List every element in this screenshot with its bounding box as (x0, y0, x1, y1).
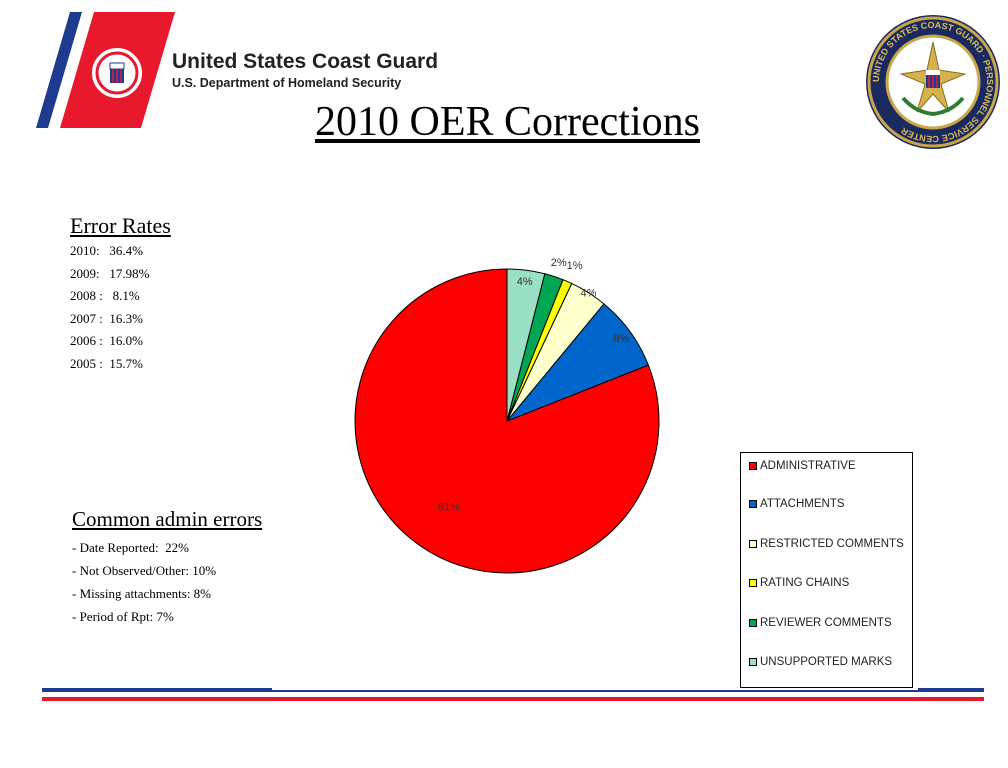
legend-swatch (749, 462, 757, 470)
chart-legend: ADMINISTRATIVE ATTACHMENTS RESTRICTED COMM… (740, 452, 913, 688)
list-item: - Period of Rpt: 7% (72, 609, 174, 624)
list-item: 2007 : 16.3% (70, 310, 143, 326)
legend-label: ADMINISTRATIVE (760, 460, 856, 472)
pie-data-label: 8% (613, 333, 629, 345)
pie-data-label: 1% (567, 260, 583, 272)
legend-item-unsupported-marks: UNSUPPORTED MARKS (749, 655, 909, 669)
pie-slice-reviewer-comments (506, 273, 564, 422)
page-title: 2010 OER Corrections (315, 99, 700, 145)
legend-label: ATTACHMENTS (760, 498, 845, 510)
error-rates-list: 2010: 36.4% 2009: 17.98% 2008 : 8.1% 200… (70, 243, 149, 378)
list-item: 2006 : 16.0% (70, 333, 143, 348)
department-name: U.S. Department of Homeland Security (172, 76, 402, 90)
org-name: United States Coast Guard (172, 50, 439, 73)
bottom-rule-blue-left (42, 688, 272, 692)
legend-swatch (749, 619, 757, 627)
list-item: 2010: 36.4% (70, 243, 143, 258)
legend-swatch (749, 658, 757, 666)
legend-swatch (749, 540, 757, 548)
legend-item-rating-chains: RATING CHAINS (749, 576, 909, 590)
legend-label: RESTRICTED COMMENTS (760, 538, 904, 550)
pie-data-label: 2% (551, 257, 567, 269)
pie-slice-rating-chains (506, 279, 573, 422)
bottom-rule-blue-thin (272, 690, 918, 692)
list-item: - Date Reported: 22% (72, 540, 189, 555)
legend-label: REVIEWER COMMENTS (760, 617, 892, 629)
legend-item-attachments: ATTACHMENTS (749, 497, 909, 511)
pie-slice-restricted-comments (506, 282, 605, 422)
legend-label: UNSUPPORTED MARKS (760, 656, 893, 668)
bottom-rule-red (42, 697, 984, 701)
coast-guard-emblem-icon (92, 48, 142, 98)
legend-swatch (749, 500, 757, 508)
admin-errors-list: - Date Reported: 22% - Not Observed/Othe… (72, 540, 216, 632)
pie-slice-administrative (354, 268, 660, 574)
list-item: - Missing attachments: 8% (72, 586, 212, 601)
legend-label: RATING CHAINS (760, 577, 850, 589)
list-item: 2008 : 8.1% (70, 288, 140, 303)
legend-swatch (749, 579, 757, 587)
pie-data-label: 4% (580, 288, 596, 300)
legend-item-administrative: ADMINISTRATIVE (749, 459, 909, 473)
pie-data-label: 4% (517, 276, 533, 288)
legend-item-restricted-comments: RESTRICTED COMMENTS (749, 537, 909, 551)
list-item: 2005 : 15.7% (70, 355, 143, 371)
pie-slice-unsupported-marks (506, 268, 546, 422)
pie-data-label: 81% (438, 501, 460, 513)
bottom-rule-blue-right (918, 688, 984, 692)
pie-slice-attachments (506, 303, 649, 422)
admin-errors-heading: Common admin errors (72, 507, 263, 531)
legend-item-reviewer-comments: REVIEWER COMMENTS (749, 616, 909, 630)
error-rates-heading: Error Rates (70, 213, 171, 238)
list-item: - Not Observed/Other: 10% (72, 563, 217, 578)
list-item: 2009: 17.98% (70, 265, 150, 281)
personnel-service-center-seal-icon: UNITED STATES COAST GUARD · PERSONNEL SE… (866, 15, 1000, 149)
